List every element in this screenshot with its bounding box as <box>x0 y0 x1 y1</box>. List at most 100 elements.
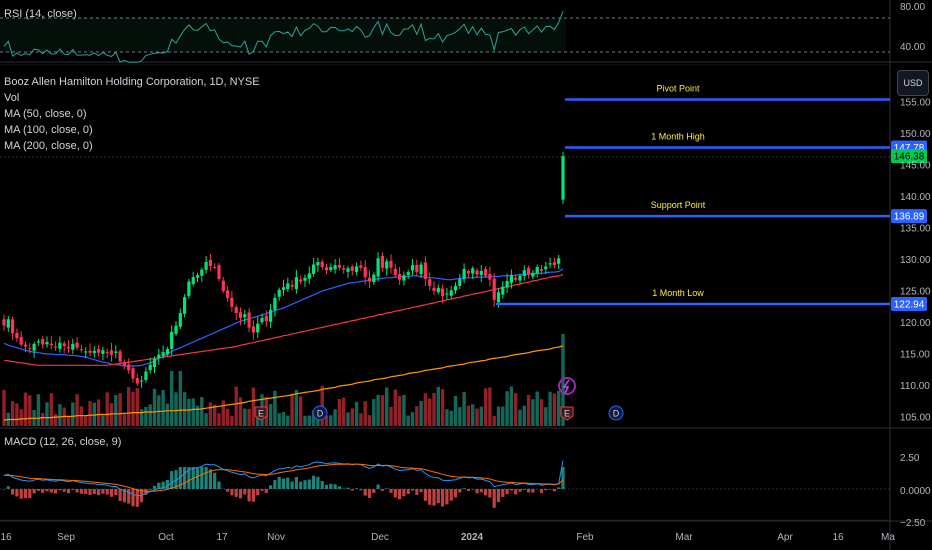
macd-bar <box>441 489 445 507</box>
macd-bar <box>337 486 341 489</box>
candle-body <box>97 349 101 353</box>
macd-bar <box>410 489 415 491</box>
ma100-legend[interactable]: MA (100, close, 0) <box>4 124 93 136</box>
candle-body <box>161 352 165 356</box>
candle-body <box>183 297 187 314</box>
ma100-line <box>3 274 564 366</box>
candle-body <box>539 269 544 271</box>
macd-bar <box>41 489 45 493</box>
macd-bar <box>109 489 114 497</box>
macd-bar <box>312 475 316 489</box>
volume-bar <box>367 415 372 426</box>
ma200-legend[interactable]: MA (200, close, 0) <box>4 140 93 152</box>
volume-bar <box>466 405 471 426</box>
volume-bar <box>290 393 294 426</box>
volume-bar <box>217 413 221 426</box>
event-badge-label: D <box>317 409 324 419</box>
candle-body <box>58 342 62 349</box>
candle-body <box>226 290 230 298</box>
candle-body <box>415 265 419 273</box>
candle-body <box>170 331 174 349</box>
macd-bar <box>501 489 505 497</box>
volume-bar <box>294 389 299 426</box>
volume-bar <box>204 413 208 426</box>
macd-bar <box>105 489 109 495</box>
candle-body <box>105 352 109 354</box>
macd-bar <box>131 489 135 507</box>
macd-bar <box>527 489 531 493</box>
macd-bar <box>363 489 367 496</box>
candle-body <box>256 323 260 333</box>
vol-legend[interactable]: Vol <box>4 92 20 104</box>
price-tick: 145.00 <box>900 161 931 172</box>
volume-bar <box>161 389 165 426</box>
ma50-legend[interactable]: MA (50, close, 0) <box>4 108 87 120</box>
candle-body <box>355 266 359 272</box>
candle-body <box>561 156 565 200</box>
macd-bar <box>11 489 15 495</box>
currency-button[interactable]: USD <box>897 70 929 96</box>
macd-bar <box>320 481 324 489</box>
rsi-legend: RSI (14, close) <box>4 8 77 20</box>
macd-bar <box>54 489 58 494</box>
volume-bar <box>428 398 432 426</box>
macd-bar <box>479 489 483 493</box>
indicator-lines <box>3 11 564 497</box>
volume-bar <box>557 390 561 426</box>
macd-bar <box>475 489 479 494</box>
volume-bar <box>488 387 492 426</box>
candle-body <box>122 362 126 366</box>
candle-body <box>88 350 92 353</box>
candle-body <box>165 348 169 355</box>
candle-body <box>509 275 513 283</box>
macd-bar <box>458 489 462 493</box>
candle-body <box>428 279 432 286</box>
volume-bar <box>15 403 19 426</box>
volume-bar <box>299 396 303 426</box>
macd-bar <box>71 489 75 491</box>
candle-body <box>277 289 281 297</box>
candle-body <box>410 265 415 271</box>
macd-bar <box>346 487 350 489</box>
macd-bar <box>484 489 488 496</box>
macd-bar <box>152 485 157 489</box>
volume-bar <box>178 371 182 426</box>
candle-body <box>471 268 475 274</box>
candle-body <box>522 270 526 276</box>
symbol-title[interactable]: Booz Allen Hamilton Holding Corporation,… <box>4 76 260 88</box>
macd-bar <box>492 489 496 508</box>
macd-bar <box>505 489 509 495</box>
volume-bar <box>157 395 161 426</box>
macd-bar <box>15 489 19 497</box>
volume-bar <box>45 402 49 426</box>
macd-bar <box>187 467 191 489</box>
macd-bar <box>79 489 83 494</box>
lightning-icon[interactable] <box>558 377 576 395</box>
event-badge-label: D <box>613 409 620 419</box>
level-label: 1 Month Low <box>652 288 704 298</box>
candle-body <box>101 350 105 354</box>
candle-body <box>135 378 139 384</box>
candle-body <box>127 364 131 371</box>
macd-bar <box>174 470 178 489</box>
macd-bar <box>260 489 264 491</box>
macd-bar <box>238 489 243 499</box>
volume-bar <box>114 394 118 426</box>
volume-bar <box>92 402 96 426</box>
volume-bar <box>230 415 234 426</box>
macd-bar <box>496 489 501 503</box>
candle-body <box>109 350 114 355</box>
volume-bar <box>376 394 380 426</box>
volume-bar <box>187 398 191 426</box>
volume-bar <box>415 406 419 426</box>
volume-bar <box>88 401 92 426</box>
volume-bar <box>393 389 397 426</box>
volume-bar <box>346 412 350 426</box>
macd-bar <box>316 476 320 489</box>
macd-legend: MACD (12, 26, close, 9) <box>4 436 122 448</box>
macd-bar <box>84 489 88 495</box>
dividend-icon <box>608 405 624 421</box>
